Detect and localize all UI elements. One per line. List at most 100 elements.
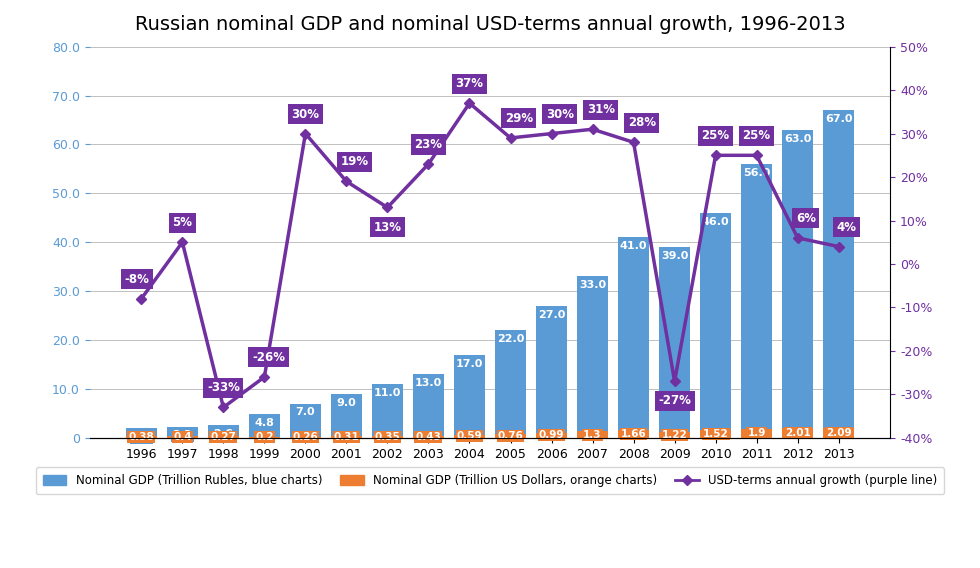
Bar: [577, 277, 608, 438]
Text: 0.43: 0.43: [416, 432, 441, 442]
Text: 0.4: 0.4: [173, 432, 192, 442]
Text: -27%: -27%: [659, 394, 691, 407]
Bar: [126, 428, 157, 438]
Text: 2.3: 2.3: [172, 431, 192, 440]
Bar: [823, 110, 854, 438]
USD-terms annual growth (purple line): [300, 130, 312, 137]
Bar: [823, 428, 854, 438]
Bar: [536, 306, 566, 438]
USD-terms annual growth (purple line): [135, 295, 147, 302]
Text: 25%: 25%: [702, 130, 730, 142]
Bar: [495, 434, 526, 438]
Bar: [126, 436, 157, 438]
Text: 28%: 28%: [628, 116, 656, 130]
Text: 23%: 23%: [415, 138, 443, 151]
Text: 37%: 37%: [456, 77, 483, 90]
Text: 13%: 13%: [373, 220, 402, 233]
Title: Russian nominal GDP and nominal USD-terms annual growth, 1996-2013: Russian nominal GDP and nominal USD-term…: [134, 15, 846, 34]
Bar: [290, 404, 320, 438]
Bar: [331, 436, 362, 438]
Text: 0.27: 0.27: [211, 432, 236, 442]
Bar: [249, 414, 279, 438]
Text: 4%: 4%: [837, 220, 857, 233]
Bar: [741, 428, 772, 438]
Text: 2.01: 2.01: [785, 428, 810, 438]
Text: 1.3: 1.3: [583, 429, 602, 440]
Bar: [782, 428, 813, 438]
Text: 6%: 6%: [796, 212, 815, 225]
Text: 1.66: 1.66: [620, 429, 647, 438]
Text: 13.0: 13.0: [415, 378, 442, 388]
USD-terms annual growth (purple line): [341, 178, 353, 185]
USD-terms annual growth (purple line): [792, 235, 804, 241]
Text: 63.0: 63.0: [784, 133, 811, 144]
Bar: [660, 247, 690, 438]
USD-terms annual growth (purple line): [710, 152, 721, 158]
Text: 0.26: 0.26: [293, 432, 318, 442]
Text: 27.0: 27.0: [538, 310, 565, 320]
USD-terms annual growth (purple line): [587, 126, 599, 133]
Bar: [495, 330, 526, 438]
Bar: [701, 431, 731, 438]
Bar: [372, 384, 403, 438]
Bar: [167, 436, 198, 438]
Bar: [208, 436, 239, 438]
USD-terms annual growth (purple line): [546, 130, 558, 137]
USD-terms annual growth (purple line): [259, 374, 270, 381]
Text: 0.59: 0.59: [457, 431, 482, 441]
Text: 5%: 5%: [172, 216, 192, 229]
Bar: [167, 427, 198, 438]
Text: 46.0: 46.0: [702, 217, 729, 227]
Text: 67.0: 67.0: [825, 114, 853, 124]
Bar: [454, 435, 485, 438]
Text: 31%: 31%: [587, 103, 614, 116]
Text: 2.0: 2.0: [131, 432, 151, 442]
USD-terms annual growth (purple line): [176, 239, 188, 245]
Text: 0.35: 0.35: [374, 432, 401, 442]
USD-terms annual growth (purple line): [505, 135, 516, 141]
Text: 56.0: 56.0: [743, 168, 770, 178]
Text: 0.99: 0.99: [539, 431, 564, 440]
Bar: [577, 432, 608, 438]
Text: 22.0: 22.0: [497, 334, 524, 344]
Bar: [208, 425, 239, 438]
USD-terms annual growth (purple line): [464, 100, 475, 107]
Bar: [741, 164, 772, 438]
Text: -26%: -26%: [252, 351, 285, 364]
Legend: Nominal GDP (Trillion Rubles, blue charts), Nominal GDP (Trillion US Dollars, or: Nominal GDP (Trillion Rubles, blue chart…: [35, 467, 945, 495]
Bar: [701, 213, 731, 438]
Text: 17.0: 17.0: [456, 358, 483, 369]
Text: 0.31: 0.31: [333, 432, 360, 442]
Bar: [660, 432, 690, 438]
Bar: [536, 433, 566, 438]
Line: USD-terms annual growth (purple line): USD-terms annual growth (purple line): [138, 100, 842, 411]
Text: 9.0: 9.0: [336, 398, 357, 408]
Bar: [290, 437, 320, 438]
Text: -33%: -33%: [207, 381, 240, 394]
USD-terms annual growth (purple line): [668, 378, 680, 385]
USD-terms annual growth (purple line): [833, 243, 845, 250]
Text: 1.22: 1.22: [662, 430, 687, 440]
Bar: [618, 237, 649, 438]
Bar: [372, 436, 403, 438]
Text: -8%: -8%: [124, 273, 150, 286]
USD-terms annual growth (purple line): [751, 152, 762, 158]
Bar: [331, 394, 362, 438]
USD-terms annual growth (purple line): [422, 161, 434, 168]
Text: 1.9: 1.9: [748, 428, 765, 438]
Text: 39.0: 39.0: [661, 251, 688, 261]
Bar: [414, 374, 444, 438]
Text: 7.0: 7.0: [296, 407, 316, 417]
Text: 25%: 25%: [743, 130, 770, 142]
Bar: [249, 437, 279, 438]
Text: 30%: 30%: [291, 107, 319, 120]
Text: 19%: 19%: [341, 156, 368, 168]
Bar: [782, 130, 813, 438]
USD-terms annual growth (purple line): [627, 139, 639, 145]
Text: 0.76: 0.76: [498, 431, 523, 441]
USD-terms annual growth (purple line): [218, 404, 229, 411]
Text: 2.6: 2.6: [214, 429, 233, 439]
Bar: [414, 436, 444, 438]
Text: 1.52: 1.52: [703, 429, 728, 439]
Bar: [618, 429, 649, 438]
